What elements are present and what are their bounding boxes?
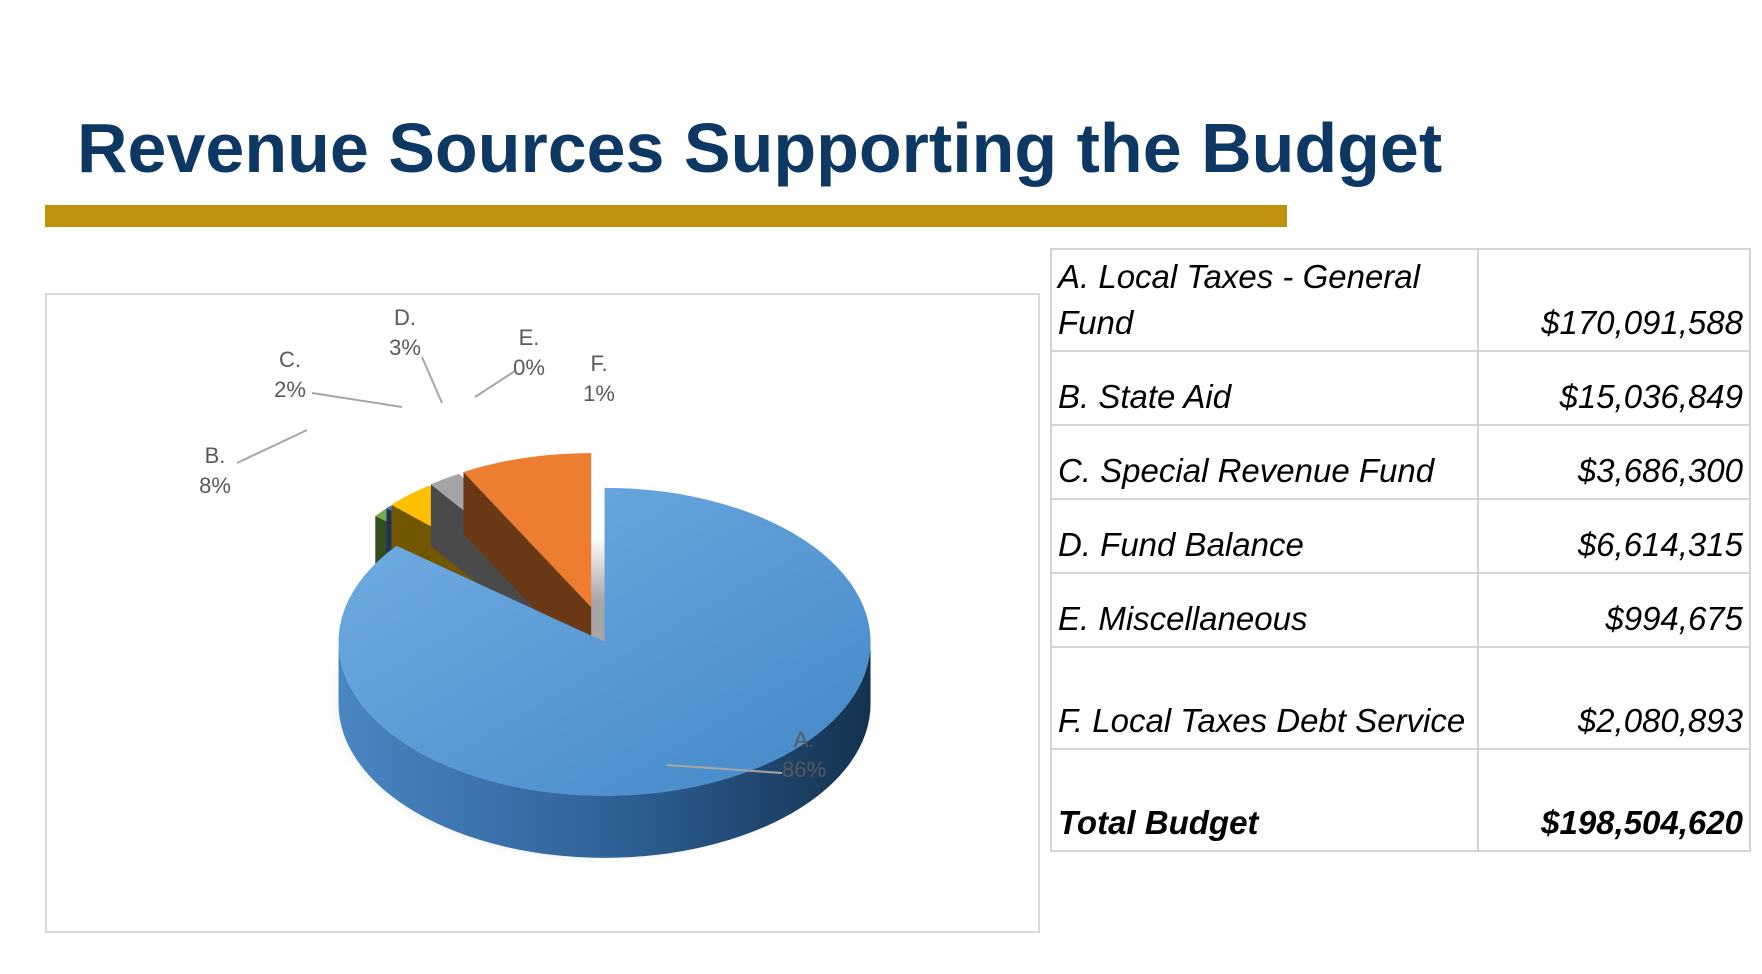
slice-percent-c: 2%	[274, 377, 306, 402]
amount-cell: $6,614,315	[1477, 498, 1751, 574]
slice-percent-e: 0%	[513, 355, 545, 380]
source-cell: B. State Aid	[1050, 350, 1479, 426]
leader-line-a	[666, 764, 783, 774]
revenue-table: A. Local Taxes - General Fund $170,091,5…	[1050, 248, 1751, 852]
total-amount: $198,504,620	[1477, 748, 1751, 852]
table-row: C. Special Revenue Fund $3,686,300	[1050, 424, 1751, 500]
pie-slice-b	[463, 453, 592, 670]
leader-line-d	[421, 356, 443, 404]
table-row: A. Local Taxes - General Fund $170,091,5…	[1050, 248, 1751, 352]
pie-chart-panel: A. 86% F. 1% E. 0% D. 3% C. 2% B. 8%	[45, 293, 1040, 933]
total-row: Total Budget $198,504,620	[1050, 748, 1751, 852]
leader-line-e	[474, 370, 516, 398]
slice-percent-b: 8%	[199, 473, 231, 498]
slice-label-e: E.	[519, 325, 540, 350]
slice-label-f: F.	[590, 351, 607, 376]
slice-label-b: B.	[205, 443, 226, 468]
title-underline	[45, 205, 1287, 227]
leader-line-b	[236, 429, 308, 464]
total-label: Total Budget	[1050, 748, 1479, 852]
pie-slice-a	[338, 487, 871, 858]
slice-percent-d: 3%	[389, 335, 421, 360]
source-cell: C. Special Revenue Fund	[1050, 424, 1479, 500]
slice-label-c: C.	[279, 347, 301, 372]
slice-percent-f: 1%	[583, 381, 615, 406]
amount-cell: $3,686,300	[1477, 424, 1751, 500]
slice-label-d: D.	[394, 305, 416, 330]
leader-line-c	[311, 392, 403, 408]
page-title: Revenue Sources Supporting the Budget	[77, 109, 1443, 187]
table-row: B. State Aid $15,036,849	[1050, 350, 1751, 426]
table-row: F. Local Taxes Debt Service $2,080,893	[1050, 646, 1751, 750]
source-cell: A. Local Taxes - General Fund	[1050, 248, 1479, 352]
table-row: D. Fund Balance $6,614,315	[1050, 498, 1751, 574]
table-row: E. Miscellaneous $994,675	[1050, 572, 1751, 648]
amount-cell: $170,091,588	[1477, 248, 1751, 352]
source-cell: F. Local Taxes Debt Service	[1050, 646, 1479, 750]
amount-cell: $994,675	[1477, 572, 1751, 648]
pie-chart: A. 86% F. 1% E. 0% D. 3% C. 2% B. 8%	[199, 305, 875, 864]
source-cell: D. Fund Balance	[1050, 498, 1479, 574]
source-cell: E. Miscellaneous	[1050, 572, 1479, 648]
slice-label-a: A.	[794, 727, 815, 752]
amount-cell: $2,080,893	[1477, 646, 1751, 750]
slice-percent-a: 86%	[782, 757, 826, 782]
amount-cell: $15,036,849	[1477, 350, 1751, 426]
